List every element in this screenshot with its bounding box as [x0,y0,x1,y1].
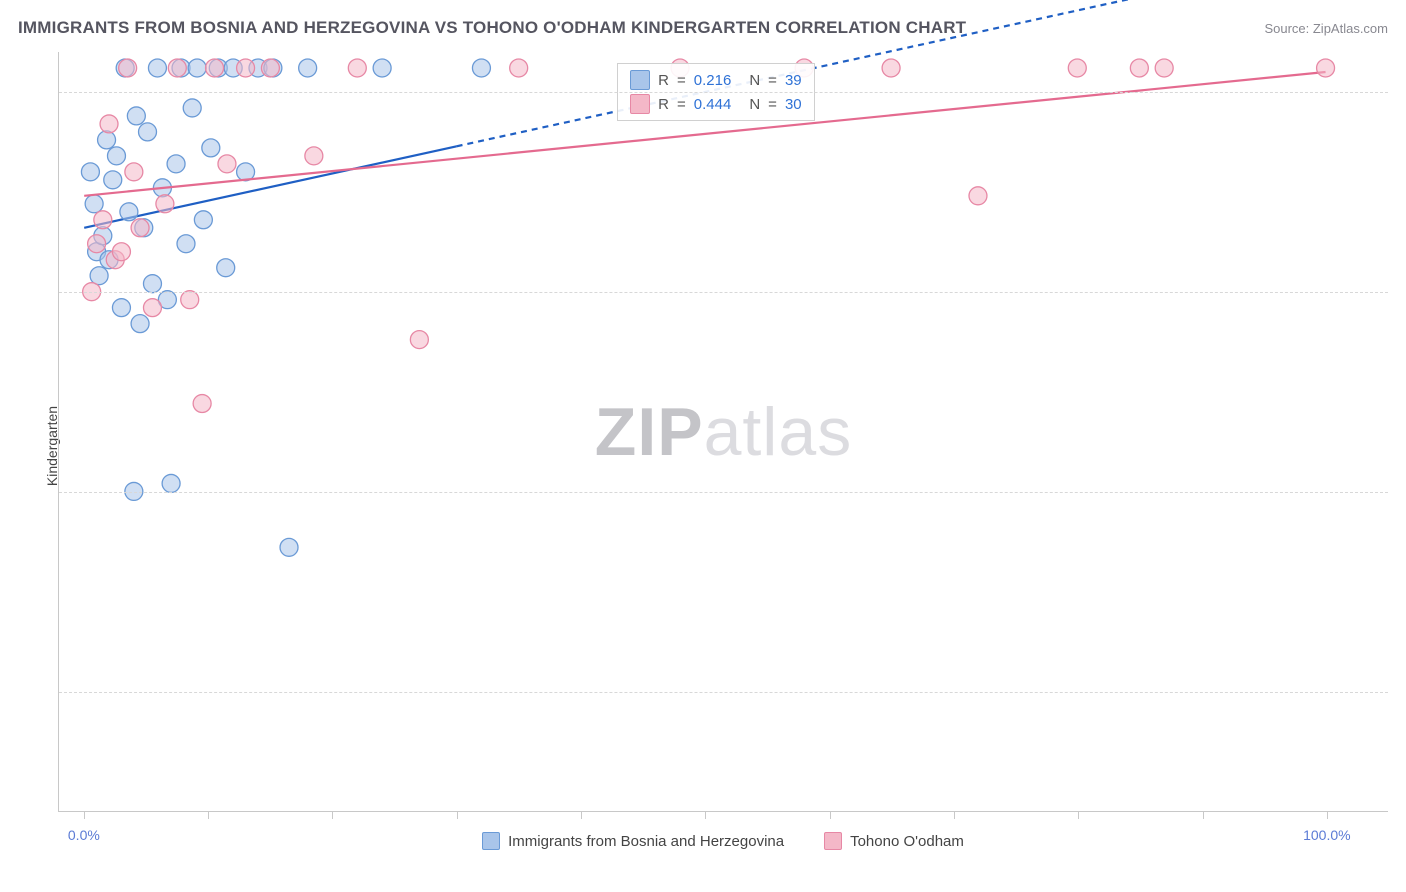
gridline-h [59,92,1388,93]
stat-n-label: N [749,72,760,89]
data-point-tohono [100,115,118,133]
stat-eq: = [768,72,777,89]
data-point-bosnia [131,315,149,333]
stat-n-value-bosnia: 39 [785,72,802,89]
data-point-bosnia [188,59,206,77]
gridline-h [59,492,1388,493]
y-tick-label: 92.5% [1396,684,1406,700]
stat-eq: = [677,72,686,89]
data-point-bosnia [85,195,103,213]
data-point-bosnia [217,259,235,277]
data-point-bosnia [162,474,180,492]
data-point-bosnia [167,155,185,173]
stats-swatch-bosnia [630,70,650,90]
data-point-tohono [261,59,279,77]
data-point-bosnia [112,299,130,317]
data-point-tohono [305,147,323,165]
data-point-tohono [131,219,149,237]
data-point-tohono [237,59,255,77]
data-point-bosnia [90,267,108,285]
data-point-bosnia [373,59,391,77]
data-point-tohono [882,59,900,77]
y-tick-label: 97.5% [1396,284,1406,300]
legend-item-tohono: Tohono O'odham [824,832,964,850]
data-point-bosnia [81,163,99,181]
legend-swatch-tohono [824,832,842,850]
legend-label-bosnia: Immigrants from Bosnia and Herzegovina [508,833,784,850]
x-tick [830,811,831,819]
data-point-tohono [181,291,199,309]
chart-title: IMMIGRANTS FROM BOSNIA AND HERZEGOVINA V… [18,18,966,38]
x-tick [457,811,458,819]
source-attribution: Source: ZipAtlas.com [1264,20,1388,38]
legend-swatch-bosnia [482,832,500,850]
x-tick [1327,811,1328,819]
source-prefix: Source: [1264,21,1312,36]
x-tick [954,811,955,819]
legend-label-tohono: Tohono O'odham [850,833,964,850]
bottom-legend: Immigrants from Bosnia and Herzegovina To… [58,832,1388,850]
data-point-tohono [1317,59,1335,77]
plot-area: ZIPatlas R=0.216N=39R=0.444N=30 92.5%95.… [58,52,1388,812]
data-point-bosnia [177,235,195,253]
stat-r-value-bosnia: 0.216 [694,72,732,89]
data-point-tohono [1155,59,1173,77]
x-tick [84,811,85,819]
stat-r-value-tohono: 0.444 [694,96,732,113]
stats-swatch-tohono [630,94,650,114]
data-point-tohono [168,59,186,77]
stat-r-label: R [658,72,669,89]
data-point-bosnia [299,59,317,77]
stat-eq: = [768,96,777,113]
x-tick [1078,811,1079,819]
data-point-bosnia [194,211,212,229]
data-point-tohono [969,187,987,205]
data-point-bosnia [472,59,490,77]
data-point-tohono [348,59,366,77]
data-point-bosnia [127,107,145,125]
data-point-bosnia [143,275,161,293]
data-point-tohono [218,155,236,173]
data-point-bosnia [183,99,201,117]
y-tick-label: 95.0% [1396,484,1406,500]
data-point-tohono [88,235,106,253]
data-point-tohono [112,243,130,261]
data-point-bosnia [104,171,122,189]
data-point-tohono [1130,59,1148,77]
data-point-tohono [125,163,143,181]
source-name: ZipAtlas.com [1313,21,1388,36]
stat-eq: = [677,96,686,113]
x-tick [208,811,209,819]
data-point-tohono [94,211,112,229]
data-point-tohono [410,331,428,349]
stat-n-label: N [749,96,760,113]
x-tick [1203,811,1204,819]
data-point-tohono [156,195,174,213]
stat-r-label: R [658,96,669,113]
data-point-bosnia [202,139,220,157]
data-point-bosnia [98,131,116,149]
data-point-tohono [1068,59,1086,77]
data-point-bosnia [148,59,166,77]
x-tick [581,811,582,819]
chart-svg [59,52,1388,811]
data-point-tohono [510,59,528,77]
trend-line-bosnia [84,146,456,227]
y-tick-label: 100.0% [1396,84,1406,100]
legend-item-bosnia: Immigrants from Bosnia and Herzegovina [482,832,784,850]
data-point-tohono [193,395,211,413]
data-point-bosnia [139,123,157,141]
data-point-bosnia [107,147,125,165]
x-tick [332,811,333,819]
gridline-h [59,292,1388,293]
stat-n-value-tohono: 30 [785,96,802,113]
data-point-tohono [119,59,137,77]
data-point-bosnia [120,203,138,221]
data-point-tohono [206,59,224,77]
x-tick [705,811,706,819]
data-point-bosnia [280,538,298,556]
data-point-tohono [143,299,161,317]
gridline-h [59,692,1388,693]
